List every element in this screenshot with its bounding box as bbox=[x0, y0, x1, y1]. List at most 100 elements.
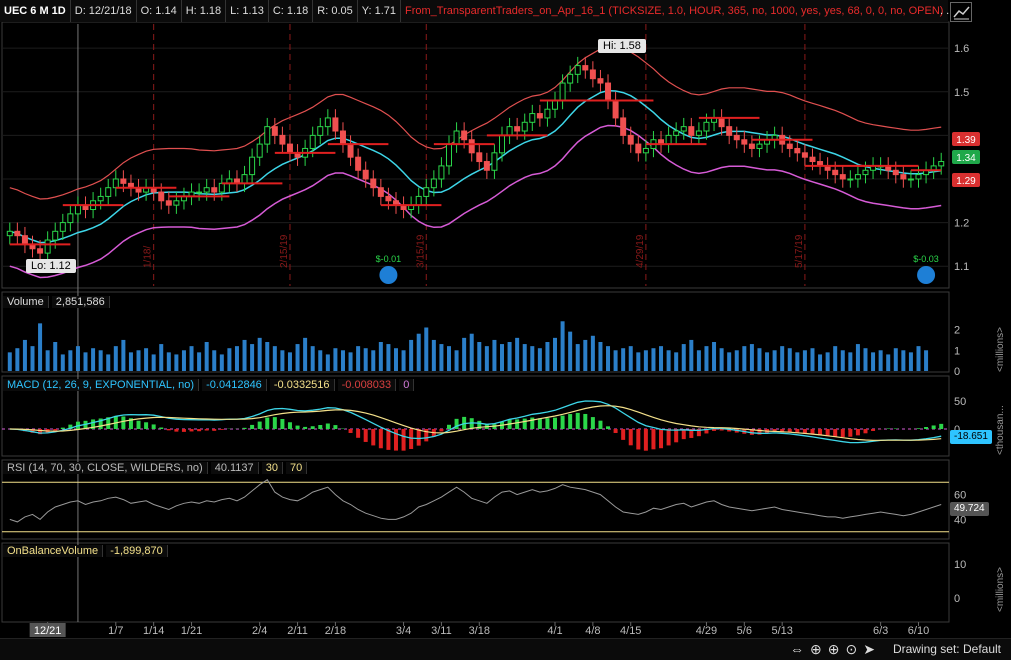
volume-bar bbox=[477, 342, 481, 371]
macd-hist-bar bbox=[841, 429, 845, 437]
price-badge-text: 1.29 bbox=[956, 176, 976, 187]
macd-hist-bar bbox=[939, 424, 943, 429]
candle-body bbox=[22, 236, 27, 245]
volume-bar bbox=[341, 350, 345, 371]
macd-title[interactable]: MACD (12, 26, 9, EXPONENTIAL, no) bbox=[3, 379, 199, 391]
volume-bar bbox=[848, 352, 852, 371]
obv-title-row: OnBalanceVolume -1,899,870 bbox=[3, 543, 168, 559]
volume-bar bbox=[243, 340, 247, 371]
rsi-title[interactable]: RSI (14, 70, 30, CLOSE, WILDERS, no) bbox=[3, 462, 208, 474]
rsi-high: 70 bbox=[286, 462, 307, 474]
macd-hist-bar bbox=[614, 429, 618, 433]
candle-body bbox=[795, 148, 800, 152]
zoom-in-icon[interactable]: ⊕ bbox=[828, 641, 846, 657]
macd-hist-bar bbox=[576, 413, 580, 429]
macd-hist-bar bbox=[273, 417, 277, 429]
candle-body bbox=[606, 83, 611, 100]
volume-bar bbox=[296, 344, 300, 371]
x-tick-label: 3/4 bbox=[396, 625, 411, 637]
candle-body bbox=[560, 83, 565, 100]
volume-bar bbox=[826, 352, 830, 371]
x-tick-label: 4/29 bbox=[696, 625, 717, 637]
x-tick-label: 3/11 bbox=[431, 625, 452, 637]
volume-bar bbox=[712, 342, 716, 371]
volume-bar bbox=[750, 344, 754, 371]
volume-bar bbox=[114, 346, 118, 371]
volume-bar bbox=[644, 350, 648, 371]
macd-hist-bar bbox=[243, 428, 247, 429]
chart-style-icon[interactable] bbox=[950, 2, 972, 22]
volume-bar bbox=[106, 354, 110, 371]
date-marker-label: 4/29/19 bbox=[635, 234, 646, 268]
candle-body bbox=[272, 127, 277, 136]
obv-tick-label: 10 bbox=[954, 559, 966, 571]
macd-hist-bar bbox=[250, 425, 254, 429]
macd-unit: <thousan... bbox=[995, 405, 1006, 455]
pan-icon[interactable]: ⇔ bbox=[790, 641, 810, 657]
x-tick-label: 6/10 bbox=[908, 625, 929, 637]
volume-bar bbox=[780, 346, 784, 371]
volume-bar bbox=[174, 354, 178, 371]
symbol-label[interactable]: UEC 6 M 1D bbox=[0, 0, 71, 22]
panel-frame-1 bbox=[2, 292, 949, 372]
strategy-label[interactable]: From_TransparentTraders_on_Apr_16_1 (TIC… bbox=[401, 0, 947, 22]
obv-unit: <millions> bbox=[995, 567, 1006, 612]
macd-hist-bar bbox=[379, 429, 383, 448]
macd-hist-bar bbox=[629, 429, 633, 445]
volume-bar bbox=[833, 346, 837, 371]
candle-body bbox=[219, 183, 224, 192]
candle-body bbox=[75, 205, 80, 214]
volume-bar bbox=[402, 350, 406, 371]
volume-bar bbox=[76, 346, 80, 371]
volume-tick-label: 1 bbox=[954, 345, 960, 357]
candle-body bbox=[590, 70, 595, 79]
macd-hist-bar bbox=[447, 425, 451, 429]
macd-diff: -0.008033 bbox=[338, 379, 397, 391]
price-tick-label: 1.1 bbox=[954, 261, 969, 273]
candle-body bbox=[908, 179, 913, 180]
macd-hist-bar bbox=[205, 429, 209, 431]
candle-body bbox=[287, 144, 292, 153]
cursor-icon[interactable]: ➤ bbox=[863, 641, 881, 657]
candle-body bbox=[166, 201, 171, 205]
candle-body bbox=[757, 144, 762, 148]
macd-title-row: MACD (12, 26, 9, EXPONENTIAL, no) -0.041… bbox=[3, 377, 414, 393]
macd-zero: 0 bbox=[399, 379, 414, 391]
candle-body bbox=[734, 135, 739, 139]
macd-hist-bar bbox=[606, 426, 610, 429]
candle-body bbox=[38, 249, 43, 253]
macd-hist-bar bbox=[349, 429, 353, 433]
volume-bar bbox=[841, 350, 845, 371]
macd-hist-bar bbox=[667, 429, 671, 445]
x-tick-label: 2/11 bbox=[287, 625, 308, 637]
macd-hist-bar bbox=[190, 429, 194, 431]
macd-hist-bar bbox=[417, 429, 421, 446]
date-readout: D: 12/21/18 bbox=[71, 0, 137, 22]
volume-bar bbox=[765, 352, 769, 371]
volume-bar bbox=[515, 338, 519, 371]
obv-title[interactable]: OnBalanceVolume bbox=[3, 545, 103, 557]
macd-hist-bar bbox=[356, 429, 360, 438]
macd-hist-bar bbox=[523, 419, 527, 429]
drawing-set[interactable]: Drawing set: Default bbox=[893, 642, 1001, 656]
volume-bar bbox=[356, 346, 360, 371]
volume-bar bbox=[182, 350, 186, 371]
candle-body bbox=[310, 135, 315, 148]
x-tick-label: 2/4 bbox=[252, 625, 267, 637]
x-tick-label: 4/15 bbox=[620, 625, 641, 637]
candle-body bbox=[643, 148, 648, 152]
price-badge-text: 1.34 bbox=[956, 153, 976, 164]
candle-body bbox=[250, 157, 255, 174]
volume-bar bbox=[152, 354, 156, 371]
candle-body bbox=[742, 140, 747, 144]
candle-body bbox=[666, 135, 671, 144]
candle-body bbox=[916, 175, 921, 179]
volume-bar bbox=[598, 342, 602, 371]
volume-bar bbox=[417, 334, 421, 371]
zoom-icon[interactable]: ⊙ bbox=[845, 641, 863, 657]
candle-body bbox=[340, 131, 345, 144]
crosshair-icon[interactable]: ⊕ bbox=[810, 641, 828, 657]
candle-body bbox=[280, 135, 285, 144]
volume-title[interactable]: Volume bbox=[3, 296, 49, 308]
header-more[interactable]: . . bbox=[940, 3, 949, 19]
